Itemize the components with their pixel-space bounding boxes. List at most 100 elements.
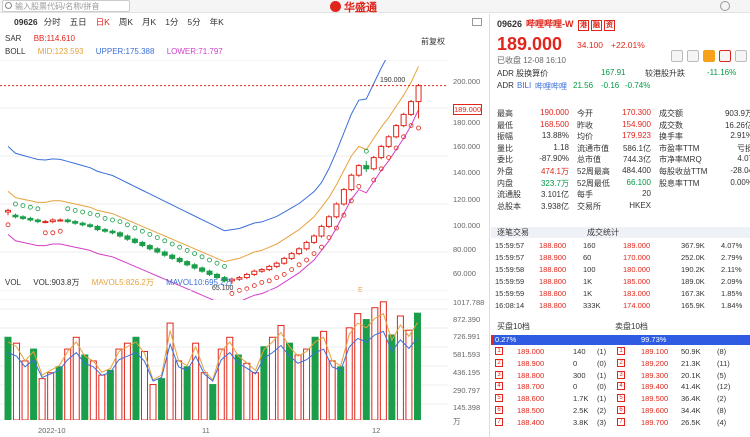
sar-dot	[102, 215, 108, 221]
candle	[228, 278, 235, 282]
volume-chart[interactable]	[0, 290, 448, 420]
stat-cell: 市净率MRQ	[659, 155, 702, 165]
more-button[interactable]	[735, 50, 747, 62]
volume-bar	[268, 336, 276, 420]
sar-dot	[304, 257, 309, 263]
volume-bar	[72, 336, 80, 420]
tab-trades[interactable]: 逐笔交易	[497, 228, 529, 237]
tab-trade-stats[interactable]: 成交统计	[587, 228, 619, 237]
trade-cell: 1.85%	[721, 289, 743, 299]
stat-cell: -87.90%	[539, 154, 569, 164]
volume-tick: 290.797	[453, 386, 481, 395]
stat-cell: 474.1万	[540, 166, 569, 176]
alert-button[interactable]	[671, 50, 683, 62]
book-row[interactable]: 6 188.500 2.5K (2) 6 189.600 34.4K (8)	[491, 405, 750, 417]
stats-row: 最低 168.500 昨收 154.900 成交数 16.26亿	[491, 119, 750, 131]
candle	[124, 235, 131, 240]
tab-4[interactable]: 月K	[142, 17, 157, 27]
book-cell: 140	[573, 347, 586, 356]
volume-bar	[243, 362, 251, 420]
level-badge: 2	[617, 358, 625, 367]
adr-row[interactable]: ADR BILI 哔哩哔哩 21.56 -0.16 -0.74%	[497, 81, 650, 91]
book-cell: 3.8K	[573, 417, 589, 427]
candle	[318, 225, 325, 237]
volume-bar	[55, 366, 63, 420]
book-cell: 0	[573, 358, 578, 368]
trade-cell: 4.07%	[721, 241, 743, 250]
trade-cell: 2.09%	[721, 277, 743, 287]
candle	[199, 267, 206, 272]
stat-cell: 均价	[577, 132, 593, 142]
book-row[interactable]: 7 188.400 3.8K (3) 7 189.700 26.5K (4)	[491, 417, 750, 429]
candle	[221, 277, 228, 282]
adr1-label: ADR 股换算价	[497, 69, 549, 78]
adr2-code: BILI	[517, 81, 532, 90]
sar-dot	[110, 217, 115, 223]
tab-6[interactable]: 5分	[187, 17, 201, 27]
price-tick: 60.000	[453, 269, 476, 278]
logo-text: 华盛通	[344, 1, 377, 14]
trade-cell: 188.800	[539, 241, 567, 250]
tab-3[interactable]: 周K	[118, 17, 134, 27]
sar-dot	[229, 291, 235, 296]
tab-5[interactable]: 1分	[165, 17, 179, 27]
book-row[interactable]: 2 188.900 0 (0) 2 189.200 21.3K (11)	[491, 358, 750, 370]
stat-cell: HKEX	[629, 200, 651, 210]
tab-7[interactable]: 年K	[209, 17, 224, 27]
candle	[169, 254, 176, 259]
stat-cell: 179.923	[622, 131, 651, 141]
stats-row: 流通股 3.101亿 每手 20	[491, 188, 750, 200]
tab-0[interactable]: 分时	[43, 17, 61, 27]
sar-dot	[65, 206, 71, 212]
book-row[interactable]: 5 188.600 1.7K (1) 5 189.500 36.4K (2)	[491, 393, 750, 405]
stat-cell: 3.101亿	[540, 190, 569, 200]
share-button[interactable]	[687, 50, 699, 62]
book-row[interactable]: 4 188.700 0 (0) 4 189.400 41.4K (12)	[491, 381, 750, 393]
book-cell: 189.700	[641, 417, 669, 427]
sar-dot	[348, 198, 354, 204]
user-icon[interactable]	[720, 1, 730, 11]
candle	[139, 241, 146, 247]
trade-cell: 165.9K	[681, 301, 705, 311]
stat-cell: 903.9万	[724, 109, 750, 118]
trade-cell: 160	[583, 241, 596, 250]
adjust-dropdown[interactable]: 前复权	[421, 37, 445, 46]
book-cell: (8)	[717, 347, 727, 356]
candle	[64, 219, 71, 223]
quote-panel: 09626 哔哩哔哩-W 港融资 189.000 34.100 +22.01% 已收…	[491, 14, 750, 437]
tab-1[interactable]: 五日	[69, 17, 87, 27]
volume-bar	[277, 324, 285, 420]
trade-row: 15:59:58 188.800 100 180.000 190.2K 2.11%	[491, 264, 750, 276]
search-box[interactable]: 输入股票代码/名称/拼音	[2, 0, 130, 12]
book-cell: 188.700	[517, 382, 545, 392]
high-annotation: 190.000	[380, 77, 405, 84]
favorite-button[interactable]	[719, 50, 731, 62]
book-row[interactable]: 3 188.800 300 (1) 3 189.300 20.1K (5)	[491, 370, 750, 382]
level-badge: 7	[617, 417, 625, 426]
book-cell: 21.3K	[681, 358, 701, 368]
stat-cell: 3.938亿	[540, 201, 569, 211]
book-cell: 189.400	[641, 382, 669, 392]
adr2-change: -0.16	[601, 81, 620, 90]
ask-pct: 99.73%	[641, 335, 667, 344]
candle	[131, 238, 138, 243]
candle	[281, 257, 288, 264]
stats-row: 最高 190.000 今开 170.300 成交额 903.9万	[491, 107, 750, 119]
book-cell: (3)	[597, 417, 607, 427]
stat-cell: 内盘	[497, 178, 513, 188]
book-cell: (11)	[717, 358, 730, 368]
tab-2[interactable]: 日K	[95, 17, 110, 27]
candle	[191, 264, 198, 269]
low-annotation: 65.100	[212, 285, 234, 292]
candle	[116, 232, 123, 237]
boll-mid: MID:123.593	[37, 47, 84, 56]
stat-cell: 190.000	[540, 108, 569, 117]
volume-bar	[149, 384, 157, 420]
settings-icon[interactable]	[472, 18, 482, 26]
buy-button[interactable]	[703, 50, 715, 62]
sar-value: BB:114.610	[33, 34, 75, 43]
book-row[interactable]: 1 189.000 140 (1) 1 189.100 50.9K (8)	[491, 346, 750, 358]
book-cell: 34.4K	[681, 405, 701, 415]
adr2-pct: -0.74%	[625, 81, 651, 90]
